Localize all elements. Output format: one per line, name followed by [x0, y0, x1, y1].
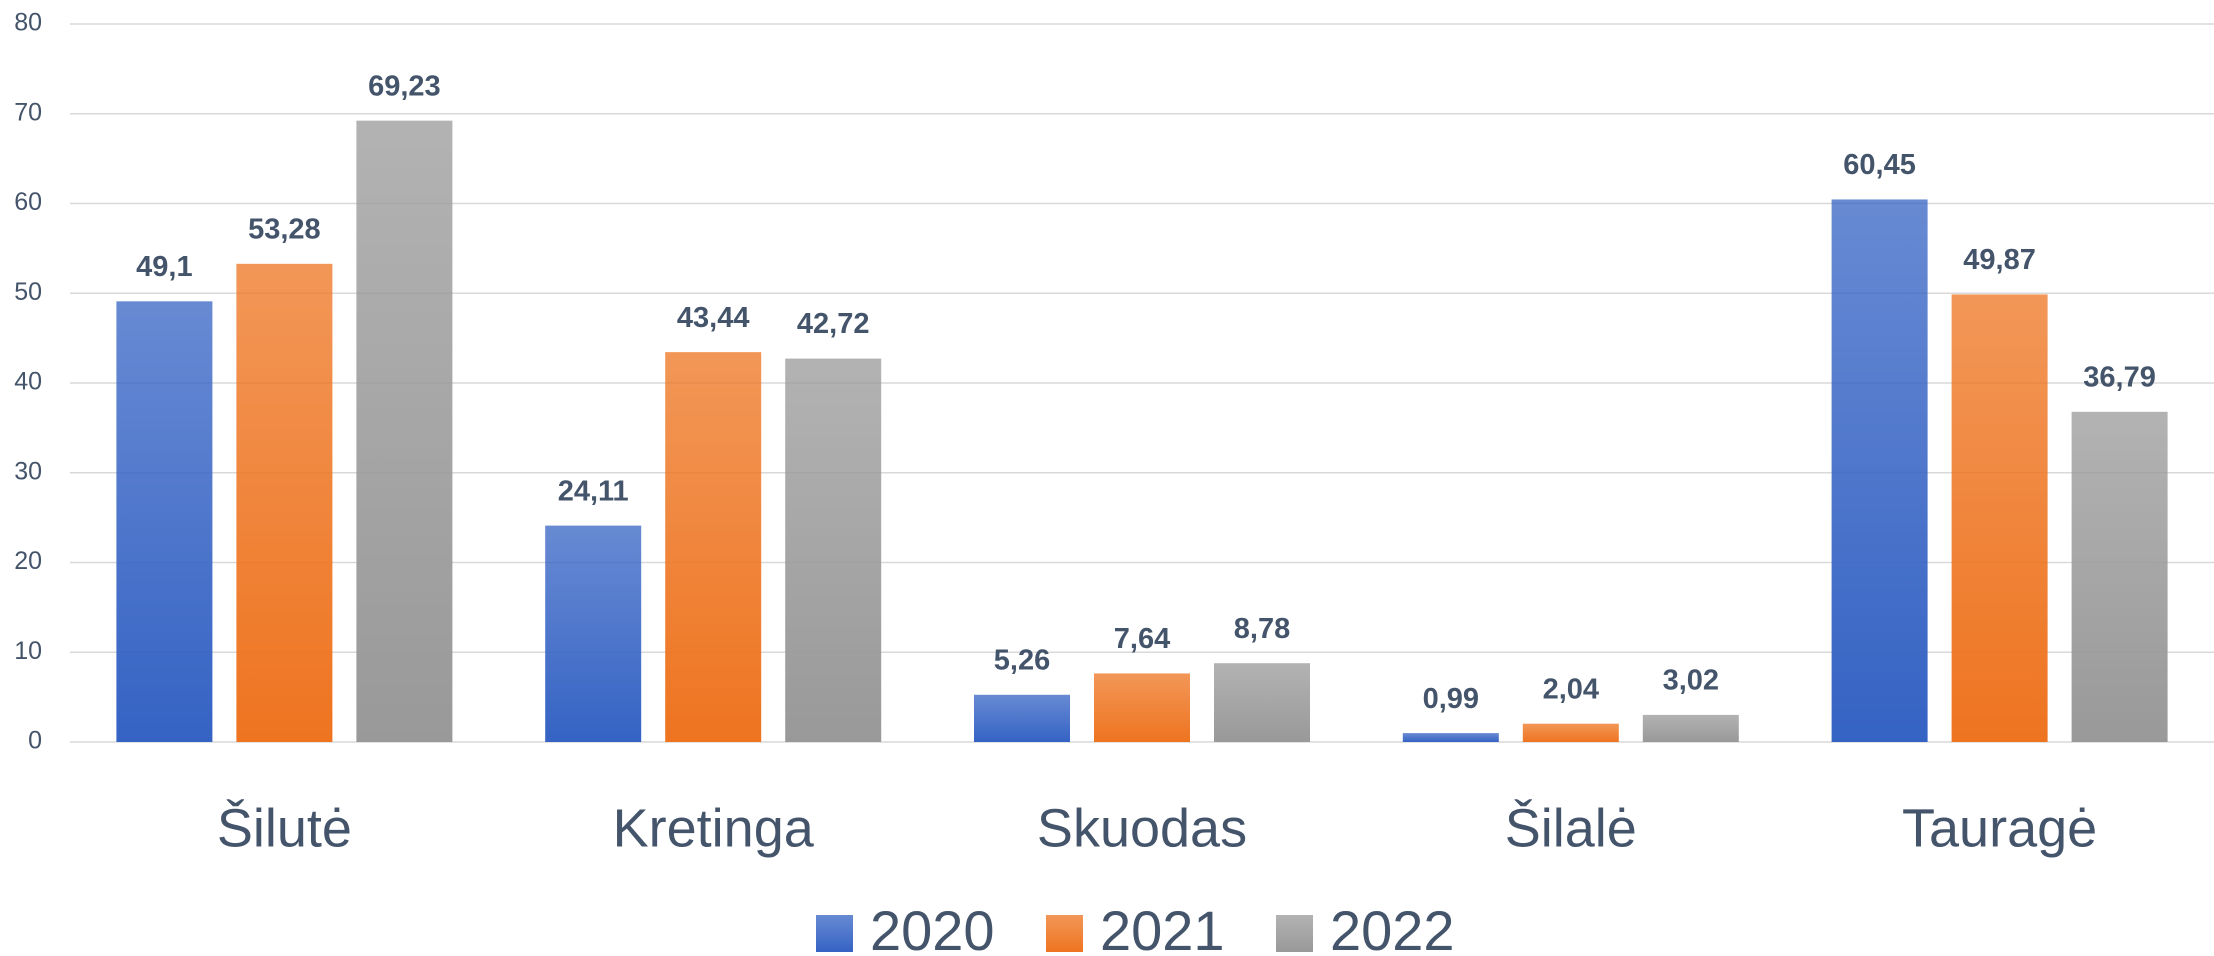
x-tick-label: Kretinga: [613, 798, 815, 858]
y-tick-label: 60: [14, 188, 42, 216]
legend-swatch: [816, 915, 853, 952]
bar: [1951, 294, 2048, 742]
y-tick-label: 80: [14, 9, 42, 37]
value-label: 36,79: [2083, 361, 2156, 393]
bar: [236, 263, 333, 742]
y-tick-label: 70: [14, 98, 42, 126]
value-label: 53,28: [248, 213, 321, 245]
value-label: 5,26: [994, 644, 1050, 676]
bar: [1522, 723, 1619, 742]
bar: [1094, 673, 1190, 742]
y-tick-label: 40: [14, 368, 42, 396]
value-label: 49,1: [136, 251, 192, 283]
x-tick-label: Šilutė: [217, 798, 352, 858]
bar: [1642, 714, 1739, 742]
value-label: 0,99: [1423, 683, 1479, 715]
legend-swatch: [1276, 915, 1313, 952]
bar: [356, 120, 453, 742]
value-label: 69,23: [368, 70, 441, 102]
bar: [545, 525, 642, 742]
legend-label: 2022: [1330, 899, 1455, 956]
legend-label: 2020: [870, 899, 995, 956]
y-tick-label: 30: [14, 457, 42, 485]
y-tick-label: 10: [14, 637, 42, 665]
value-label: 42,72: [797, 308, 870, 340]
bar: [974, 694, 1070, 742]
y-tick-label: 50: [14, 278, 42, 306]
bar: [1831, 199, 1928, 742]
value-label: 43,44: [677, 302, 750, 334]
value-label: 7,64: [1114, 623, 1170, 655]
value-label: 24,11: [558, 475, 629, 507]
x-tick-label: Skuodas: [1037, 798, 1247, 858]
x-tick-label: Šilalė: [1505, 798, 1637, 858]
legend-label: 2021: [1100, 899, 1225, 956]
bar: [2071, 411, 2168, 742]
bar: [1402, 733, 1499, 742]
value-label: 2,04: [1543, 673, 1599, 705]
y-tick-label: 0: [28, 727, 42, 755]
legend-swatch: [1046, 915, 1083, 952]
x-tick-label: Tauragė: [1902, 798, 2097, 858]
value-label: 3,02: [1663, 665, 1719, 697]
bar: [1214, 663, 1310, 742]
y-tick-label: 20: [14, 547, 42, 575]
bar: [665, 352, 762, 742]
bar: [116, 301, 213, 742]
bar: [785, 358, 882, 742]
value-label: 49,87: [1963, 244, 2036, 276]
value-label: 60,45: [1843, 149, 1916, 181]
value-label: 8,78: [1234, 613, 1290, 645]
